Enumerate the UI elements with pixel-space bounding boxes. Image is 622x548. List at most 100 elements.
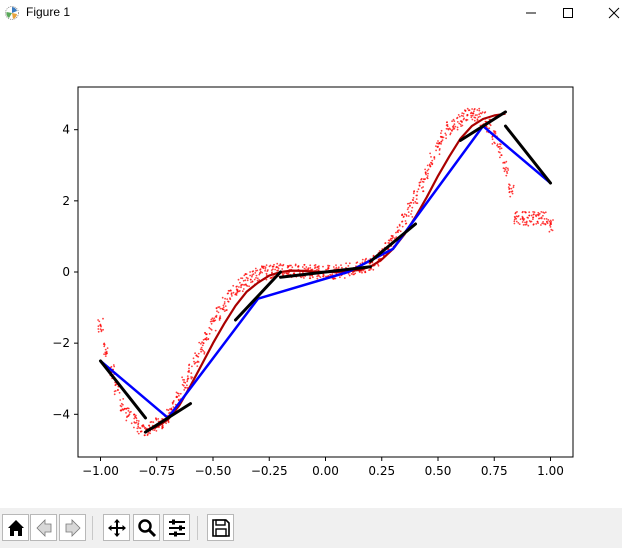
scatter-point: [426, 175, 429, 177]
scatter-point: [471, 114, 474, 117]
scatter-point: [451, 120, 453, 123]
scatter-point: [204, 331, 206, 334]
close-button[interactable]: [591, 0, 622, 26]
scatter-point: [277, 269, 279, 272]
home-button[interactable]: [2, 514, 29, 541]
scatter-point: [540, 224, 542, 226]
scatter-point: [186, 377, 189, 380]
scatter-point: [364, 258, 367, 261]
scatter-point: [167, 409, 170, 412]
scatter-point: [478, 113, 480, 116]
scatter-point: [190, 376, 193, 378]
scatter-point: [211, 317, 214, 320]
scatter-point: [527, 224, 530, 227]
scatter-point: [513, 222, 516, 225]
scatter-point: [327, 266, 330, 269]
scatter-point: [426, 177, 429, 180]
scatter-point: [422, 190, 424, 193]
scatter-point: [297, 265, 300, 268]
scatter-point: [429, 164, 431, 167]
scatter-point: [153, 429, 156, 431]
scatter-point: [271, 265, 274, 268]
toolbar-separator: [197, 516, 198, 540]
scatter-point: [265, 272, 268, 275]
scatter-point: [441, 139, 444, 141]
scatter-point: [473, 110, 475, 113]
scatter-point: [207, 338, 210, 341]
scatter-point: [140, 430, 143, 433]
scatter-point: [436, 146, 439, 148]
save-button[interactable]: [207, 514, 234, 541]
scatter-point: [435, 149, 437, 152]
scatter-point: [445, 127, 448, 130]
scatter-point: [208, 332, 211, 335]
scatter-point: [543, 222, 545, 225]
scatter-point: [130, 422, 133, 425]
scatter-point: [401, 225, 404, 228]
scatter-point: [492, 130, 495, 132]
scatter-point: [133, 426, 135, 429]
forward-button[interactable]: [59, 514, 86, 541]
scatter-point: [157, 418, 160, 420]
scatter-point: [407, 215, 410, 217]
scatter-point: [509, 184, 511, 187]
tangent-segment: [369, 222, 417, 263]
scatter-point: [456, 128, 459, 131]
scatter-point: [417, 188, 420, 191]
scatter-point: [97, 330, 100, 333]
scatter-point: [537, 222, 539, 225]
minimize-button[interactable]: [508, 0, 554, 26]
scatter-point: [401, 213, 404, 216]
scatter-point: [436, 142, 438, 145]
scatter-point: [440, 132, 442, 134]
scatter-point: [513, 215, 516, 218]
scatter-point: [515, 215, 518, 218]
scatter-point: [120, 409, 122, 412]
scatter-point: [426, 164, 429, 167]
x-tick-label: 1.00: [537, 464, 564, 478]
scatter-point: [97, 319, 99, 321]
scatter-point: [422, 181, 425, 183]
scatter-point: [255, 270, 257, 272]
scatter-point: [395, 231, 397, 234]
scatter-point: [403, 215, 405, 218]
scatter-point: [473, 119, 476, 122]
scatter-point: [255, 277, 257, 279]
scatter-point: [121, 408, 124, 411]
scatter-point: [168, 412, 170, 414]
scatter-point: [219, 316, 221, 319]
scatter-point: [388, 239, 391, 242]
scatter-point: [215, 314, 218, 317]
scatter-point: [341, 266, 343, 269]
scatter-point: [261, 266, 263, 268]
maximize-button[interactable]: [545, 0, 591, 26]
scatter-point: [491, 136, 494, 138]
scatter-point: [532, 213, 535, 216]
scatter-point: [474, 116, 477, 119]
scatter-point: [545, 218, 548, 220]
scatter-point: [496, 144, 498, 147]
scatter-point: [452, 118, 455, 121]
scatter-point: [316, 268, 318, 271]
scatter-point: [135, 417, 138, 420]
scatter-point: [254, 272, 257, 274]
scatter-point: [232, 291, 235, 294]
back-button[interactable]: [30, 514, 57, 541]
tangent-segment: [459, 110, 507, 142]
configure-subplots-button[interactable]: [163, 514, 190, 541]
scatter-point: [528, 211, 531, 214]
pan-button[interactable]: [103, 514, 130, 541]
scatter-point: [186, 384, 188, 387]
scatter-point: [395, 236, 398, 239]
scatter-point: [187, 370, 190, 373]
zoom-button[interactable]: [133, 514, 160, 541]
scatter-point: [498, 145, 500, 148]
scatter-point: [515, 220, 518, 223]
figure-canvas[interactable]: −1.00 −0.75 −0.50 −0.25 0.00 0.25 0.50 0.75 1.00…: [0, 26, 622, 508]
scatter-point: [122, 403, 124, 406]
scatter-point: [457, 114, 460, 116]
scatter-point: [532, 223, 535, 226]
scatter-point: [309, 267, 312, 269]
scatter-point: [440, 140, 443, 143]
scatter-point: [504, 168, 507, 171]
